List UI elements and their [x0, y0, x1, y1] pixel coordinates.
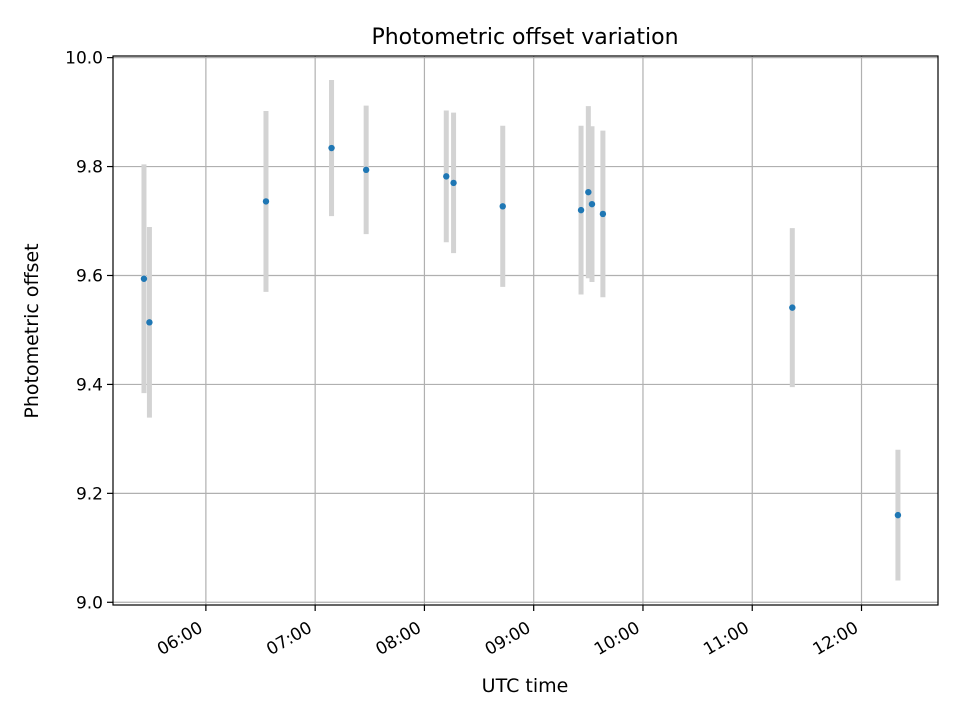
data-point — [362, 166, 370, 174]
grid — [113, 56, 938, 605]
x-axis-label: UTC time — [482, 675, 569, 697]
data-point — [262, 198, 270, 205]
data-point — [146, 319, 153, 326]
y-axis-ticks: 9.0 9.2 9.4 9.6 9.8 10.0 — [65, 49, 113, 613]
data-points — [140, 144, 902, 519]
data-point — [588, 200, 596, 208]
y-tick-label: 9.4 — [76, 375, 103, 395]
data-point — [894, 511, 902, 519]
data-point — [599, 210, 607, 218]
y-axis-label: Photometric offset — [21, 243, 43, 418]
data-point — [443, 173, 450, 180]
data-point — [577, 206, 585, 214]
data-point — [328, 144, 335, 152]
data-point — [585, 188, 592, 196]
y-tick-label: 9.2 — [76, 484, 103, 504]
data-point — [789, 304, 796, 311]
data-point — [140, 275, 148, 282]
y-tick-label: 9.6 — [76, 266, 103, 286]
data-point — [499, 203, 506, 210]
chart-title: Photometric offset variation — [371, 25, 678, 50]
data-point — [450, 179, 457, 187]
y-tick-label: 9.0 — [76, 593, 103, 613]
y-tick-label: 10.0 — [65, 49, 103, 69]
plot-frame — [112, 55, 939, 606]
y-tick-label: 9.8 — [76, 158, 103, 178]
